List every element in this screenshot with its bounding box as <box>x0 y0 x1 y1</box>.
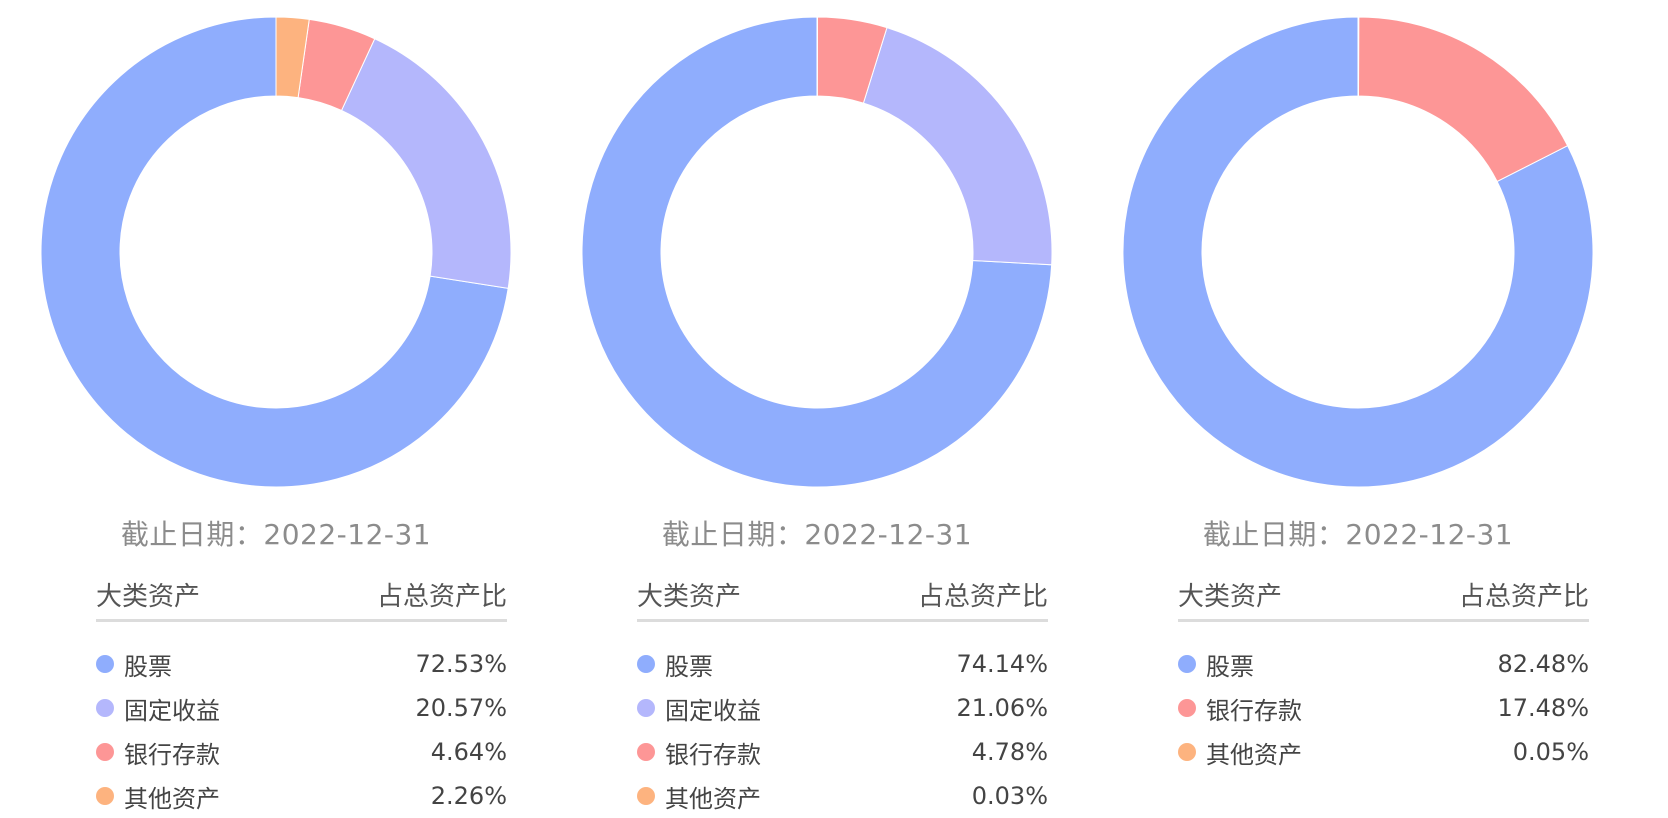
legend-dot-icon <box>637 699 655 717</box>
donut-chart <box>547 0 1087 500</box>
column-header-asset: 大类资产 <box>1178 576 1282 613</box>
asset-class-name: 股票 <box>665 647 713 682</box>
asset-class-name: 其他资产 <box>124 779 220 814</box>
asset-class-name: 固定收益 <box>124 691 220 726</box>
table-row: 银行存款 17.48% <box>1178 686 1589 730</box>
column-header-ratio: 占总资产比 <box>377 576 507 613</box>
asset-class-name: 银行存款 <box>124 735 220 770</box>
allocation-table: 大类资产 占总资产比股票 74.14% 固定收益 21.06% 银行存款 4.78% 其他资产… <box>637 573 1048 818</box>
as-of-date-value: 2022-12-31 <box>1345 518 1513 551</box>
table-row: 股票 72.53% <box>96 642 507 686</box>
donut-chart <box>1088 0 1628 500</box>
asset-allocation-panel-2: 截止日期：2022-12-31 大类资产 占总资产比股票 74.14% 固定收益 21.0… <box>547 0 1087 815</box>
asset-class-name: 银行存款 <box>665 735 761 770</box>
legend-dot-icon <box>1178 655 1196 673</box>
allocation-table: 大类资产 占总资产比股票 72.53% 固定收益 20.57% 银行存款 4.64% 其他资产… <box>96 573 507 818</box>
table-row: 其他资产 0.05% <box>1178 730 1589 774</box>
table-row: 其他资产 0.03% <box>637 774 1048 818</box>
legend-dot-icon <box>96 655 114 673</box>
as-of-date-label: 截止日期： <box>121 518 264 551</box>
asset-ratio-value: 2.26% <box>431 782 507 810</box>
as-of-date: 截止日期：2022-12-31 <box>547 513 1087 553</box>
allocation-table: 大类资产 占总资产比股票 82.48% 银行存款 17.48% 其他资产 0.05% <box>1178 573 1589 774</box>
donut-slice-1[interactable] <box>863 28 1052 265</box>
table-row: 股票 82.48% <box>1178 642 1589 686</box>
table-header: 大类资产 占总资产比 <box>1178 573 1589 622</box>
table-header: 大类资产 占总资产比 <box>637 573 1048 622</box>
donut-slice-1[interactable] <box>342 39 511 289</box>
legend-dot-icon <box>637 655 655 673</box>
asset-ratio-value: 4.78% <box>972 738 1048 766</box>
table-row: 银行存款 4.78% <box>637 730 1048 774</box>
asset-ratio-value: 20.57% <box>415 694 507 722</box>
asset-ratio-value: 21.06% <box>956 694 1048 722</box>
asset-ratio-value: 72.53% <box>415 650 507 678</box>
asset-ratio-value: 74.14% <box>956 650 1048 678</box>
asset-class-name: 股票 <box>124 647 172 682</box>
table-row: 银行存款 4.64% <box>96 730 507 774</box>
donut-slice-2[interactable] <box>1358 17 1359 96</box>
legend-dot-icon <box>96 743 114 761</box>
asset-ratio-value: 0.03% <box>972 782 1048 810</box>
as-of-date-label: 截止日期： <box>1203 518 1346 551</box>
legend-dot-icon <box>637 787 655 805</box>
table-row: 固定收益 20.57% <box>96 686 507 730</box>
table-header: 大类资产 占总资产比 <box>96 573 507 622</box>
as-of-date-label: 截止日期： <box>662 518 805 551</box>
legend-dot-icon <box>96 699 114 717</box>
asset-ratio-value: 82.48% <box>1497 650 1589 678</box>
table-row: 股票 74.14% <box>637 642 1048 686</box>
as-of-date-value: 2022-12-31 <box>263 518 431 551</box>
as-of-date: 截止日期：2022-12-31 <box>1088 513 1628 553</box>
as-of-date-value: 2022-12-31 <box>804 518 972 551</box>
asset-class-name: 银行存款 <box>1206 691 1302 726</box>
asset-ratio-value: 4.64% <box>431 738 507 766</box>
legend-dot-icon <box>1178 699 1196 717</box>
donut-slice-1[interactable] <box>1358 17 1567 181</box>
legend-dot-icon <box>96 787 114 805</box>
asset-class-name: 其他资产 <box>665 779 761 814</box>
column-header-asset: 大类资产 <box>637 576 741 613</box>
column-header-asset: 大类资产 <box>96 576 200 613</box>
as-of-date: 截止日期：2022-12-31 <box>6 513 546 553</box>
table-row: 其他资产 2.26% <box>96 774 507 818</box>
legend-dot-icon <box>1178 743 1196 761</box>
column-header-ratio: 占总资产比 <box>1459 576 1589 613</box>
table-row: 固定收益 21.06% <box>637 686 1048 730</box>
asset-class-name: 固定收益 <box>665 691 761 726</box>
column-header-ratio: 占总资产比 <box>918 576 1048 613</box>
donut-chart <box>6 0 546 500</box>
legend-dot-icon <box>637 743 655 761</box>
asset-ratio-value: 0.05% <box>1513 738 1589 766</box>
asset-class-name: 股票 <box>1206 647 1254 682</box>
asset-class-name: 其他资产 <box>1206 735 1302 770</box>
asset-allocation-panel-1: 截止日期：2022-12-31 大类资产 占总资产比股票 72.53% 固定收益 20.5… <box>6 0 546 815</box>
asset-ratio-value: 17.48% <box>1497 694 1589 722</box>
asset-allocation-panel-3: 截止日期：2022-12-31 大类资产 占总资产比股票 82.48% 银行存款 17.4… <box>1088 0 1628 815</box>
